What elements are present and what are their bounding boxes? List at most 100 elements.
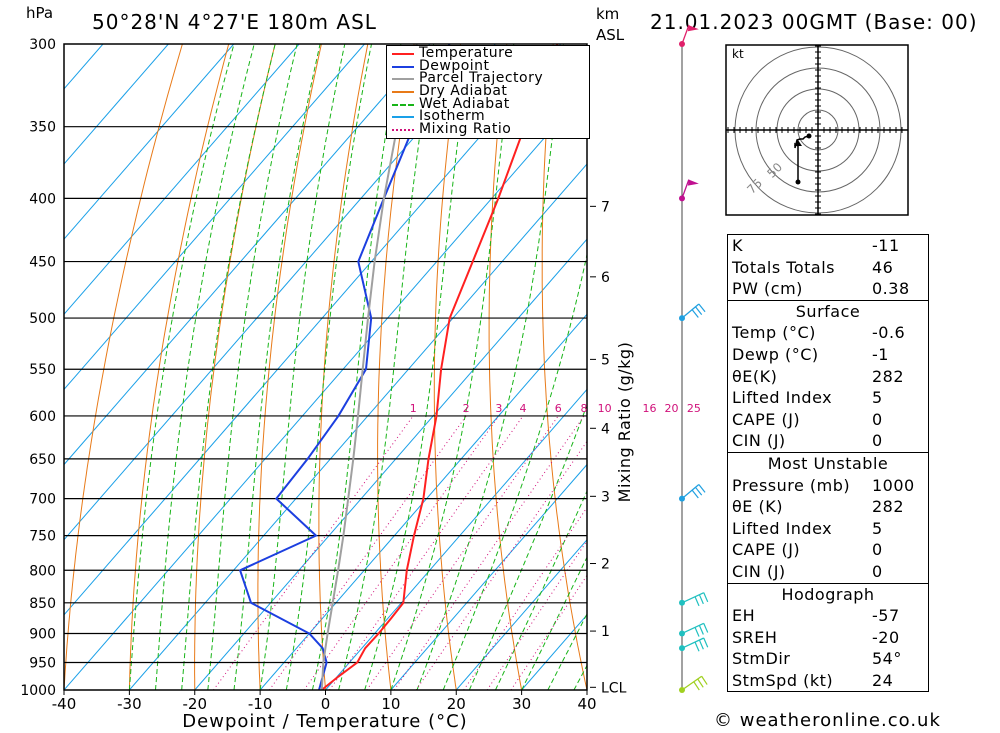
isotherm-line	[64, 44, 562, 616]
hodograph-end-point	[806, 133, 812, 139]
hodograph-section: Hodograph EH -57 SREH -20 StmDir 54° StmSpd…	[728, 582, 928, 692]
wet-adiabat-line	[521, 556, 587, 690]
pressure-tick-label: 400	[29, 191, 56, 207]
wind-barb	[679, 24, 699, 47]
legend-item: Wet Adiabat	[387, 97, 589, 111]
surface-section: Surface Temp (°C) -0.6 Dewp (°C) -1 θE(K) 2…	[728, 299, 928, 452]
index-row-k: K -11	[728, 235, 928, 257]
index-value: 1000	[872, 475, 915, 495]
series-parcel-trajectory	[320, 44, 418, 690]
wind-barb	[679, 675, 708, 693]
temperature-tick-label: -20	[183, 695, 208, 713]
dry-adiabat-line	[924, 44, 1000, 690]
index-label: StmDir	[732, 649, 791, 669]
index-label: Dewp (°C)	[732, 344, 819, 364]
dry-adiabat-line	[64, 44, 183, 690]
pressure-tick-label: 850	[29, 596, 56, 612]
isotherm-line	[64, 44, 300, 316]
wet-adiabat-line	[128, 44, 235, 690]
km-tick-label: 1	[601, 624, 610, 640]
isotherm-line	[259, 313, 587, 690]
temperature-tick-label: 30	[512, 695, 531, 713]
surface-title: Surface	[795, 301, 861, 321]
index-label: K	[732, 236, 743, 255]
legend-label: Dewpoint	[419, 57, 490, 74]
index-row-totals: Totals Totals 46	[728, 257, 928, 279]
pressure-tick-label: 600	[29, 409, 56, 425]
legend-label: Mixing Ratio	[419, 121, 512, 138]
storm-motion-marker	[794, 140, 802, 146]
wet-adiabat-line	[233, 44, 321, 690]
wind-barb	[679, 303, 706, 322]
temperature-tick-label: 10	[381, 695, 400, 713]
dry-adiabat-line	[970, 44, 1000, 690]
mixing-ratio-label: 3	[495, 402, 502, 415]
pressure-tick-label: 950	[29, 655, 56, 671]
temperature-tick-label: -40	[52, 695, 77, 713]
km-tick-label: 2	[601, 557, 610, 573]
mixing-ratio-line	[415, 440, 587, 690]
wind-barb	[679, 592, 709, 607]
wet-adiabat-line	[364, 44, 472, 690]
series-dewpoint	[238, 44, 451, 690]
wet-adiabat-line	[390, 44, 515, 690]
wind-barb	[679, 637, 709, 652]
mixing-ratio-label: 25	[687, 402, 701, 415]
legend-swatch	[392, 91, 414, 94]
x-axis-title: Dewpoint / Temperature (°C)	[182, 711, 467, 732]
pressure-tick-label: 350	[29, 120, 56, 136]
index-label: EH	[732, 606, 756, 626]
isotherm-line	[455, 538, 587, 690]
temperature-tick-label: 20	[447, 695, 466, 713]
pressure-tick-label: 900	[29, 626, 56, 642]
isotherm-line	[64, 88, 587, 690]
index-label: Totals Totals	[732, 257, 835, 277]
index-label: StmSpd (kt)	[732, 670, 834, 690]
wind-barb	[679, 483, 706, 502]
legend-swatch	[392, 53, 414, 55]
legend-label: Temperature	[419, 45, 514, 61]
legend-label: Dry Adiabat	[419, 83, 508, 100]
index-label: Lifted Index	[732, 388, 833, 408]
wet-adiabat-line	[547, 612, 587, 690]
sounding-datetime: 21.01.2023 00GMT (Base: 00)	[650, 10, 978, 34]
wet-adiabat-line	[442, 251, 587, 690]
index-label: CIN (J)	[732, 431, 786, 451]
pressure-tick-label: 300	[29, 37, 56, 53]
wet-adiabat-line	[311, 44, 402, 690]
pressure-tick-label: 700	[29, 492, 56, 508]
km-tick-label: 3	[601, 489, 610, 505]
mixing-ratio-line	[510, 574, 587, 690]
wet-adiabat-line	[416, 44, 564, 690]
mixing-ratio-label: 4	[520, 402, 527, 415]
series-temperature	[320, 44, 559, 690]
km-tick-label: 7	[601, 199, 610, 215]
hodograph-start-point	[795, 179, 801, 185]
isotherm-line	[390, 463, 587, 690]
mixing-ratio-label: 6	[555, 402, 562, 415]
pressure-tick-label: 550	[29, 362, 56, 378]
copyright-link[interactable]: © weatheronline.co.uk	[714, 710, 941, 731]
index-value: 54°	[872, 649, 902, 669]
temperature-tick-label: -30	[117, 695, 142, 713]
index-label: CAPE (J)	[732, 540, 801, 560]
legend-swatch	[392, 65, 414, 68]
index-value: 0	[872, 409, 883, 429]
mixing-ratio-label: 8	[581, 402, 588, 415]
index-value: 0.38	[872, 279, 910, 299]
isotherm-line	[64, 44, 235, 240]
index-label: PW (cm)	[732, 279, 803, 299]
index-label: θE (K)	[732, 497, 783, 517]
index-value: 0	[872, 431, 883, 451]
most-unstable-section: Most Unstable Pressure (mb) 1000 θE (K) 28…	[728, 451, 928, 583]
index-label: CIN (J)	[732, 561, 786, 581]
isotherm-line	[128, 163, 587, 690]
wet-adiabat-line	[207, 44, 298, 690]
mixing-ratio-label: 2	[463, 402, 470, 415]
index-value: 24	[872, 670, 894, 690]
isotherm-line	[64, 44, 431, 466]
temperature-tick-label: 40	[577, 695, 596, 713]
index-label: CAPE (J)	[732, 409, 801, 429]
most-unstable-title: Most Unstable	[767, 453, 889, 473]
